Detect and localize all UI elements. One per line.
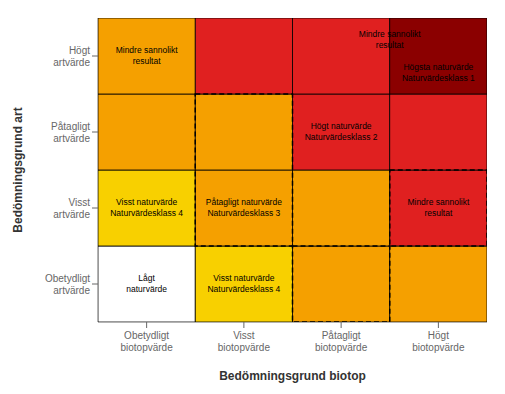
svg-text:Mindre sannoliktresultat: Mindre sannoliktresultat <box>116 45 179 66</box>
svg-text:Obetydligtartvärde: Obetydligtartvärde <box>45 273 90 296</box>
svg-text:Obetydligtbiotopvärde: Obetydligtbiotopvärde <box>120 330 173 353</box>
svg-text:Mindre sannoliktresultat: Mindre sannoliktresultat <box>407 197 470 218</box>
svg-text:Högsta naturvärdeNaturvärdeskl: Högsta naturvärdeNaturvärdesklass 1 <box>402 62 475 83</box>
svg-text:Påtagligt naturvärdeNaturvärde: Påtagligt naturvärdeNaturvärdesklass 3 <box>206 197 282 218</box>
svg-text:Påtagligtartvärde: Påtagligtartvärde <box>51 121 90 144</box>
svg-text:Mindre sannoliktresultat: Mindre sannoliktresultat <box>359 29 422 50</box>
svg-text:Lågtnaturvärde: Lågtnaturvärde <box>126 273 167 294</box>
svg-text:Högt naturvärdeNaturvärdesklas: Högt naturvärdeNaturvärdesklass 2 <box>305 121 378 142</box>
svg-text:Högtartvärde: Högtartvärde <box>53 45 90 68</box>
svg-text:Bedömningsgrund biotop: Bedömningsgrund biotop <box>219 369 366 383</box>
svg-text:Bedömningsgrund art: Bedömningsgrund art <box>11 107 25 232</box>
svg-text:Visstartvärde: Visstartvärde <box>53 197 90 220</box>
svg-text:Visst naturvärdeNaturvärdeskla: Visst naturvärdeNaturvärdesklass 4 <box>207 273 280 294</box>
svg-text:Påtagligtbiotopvärde: Påtagligtbiotopvärde <box>315 330 368 353</box>
svg-text:Visst naturvärdeNaturvärdeskla: Visst naturvärdeNaturvärdesklass 4 <box>110 197 183 218</box>
svg-text:Visstbiotopvärde: Visstbiotopvärde <box>218 330 271 353</box>
svg-text:Högtbiotopvärde: Högtbiotopvärde <box>412 330 465 353</box>
